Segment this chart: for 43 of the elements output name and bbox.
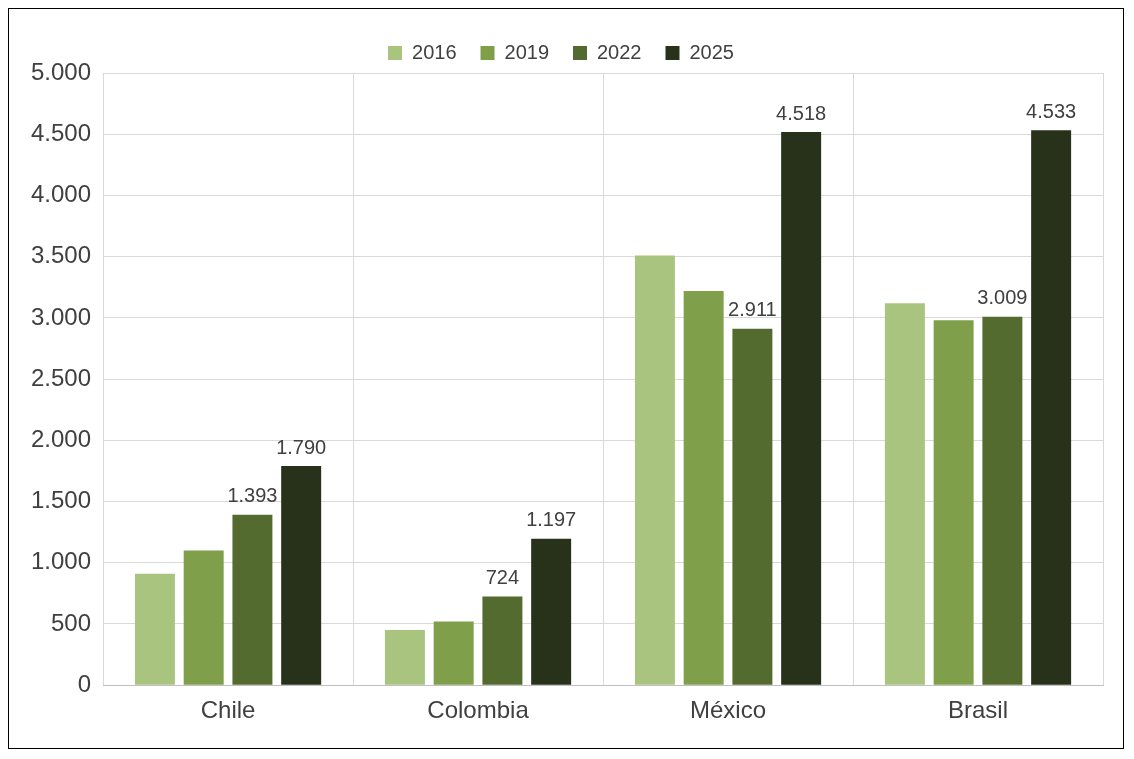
bar <box>384 630 425 685</box>
bar <box>531 538 572 685</box>
y-tick-label: 1.000 <box>31 547 92 575</box>
data-label: 724 <box>485 566 520 589</box>
y-tick-label: 500 <box>51 608 92 636</box>
y-tick-label: 3.000 <box>31 302 92 330</box>
legend-label: 2019 <box>504 40 550 63</box>
y-tick-label: 5.000 <box>31 57 92 85</box>
data-label: 4.518 <box>776 101 827 124</box>
bar <box>781 132 822 685</box>
bar <box>134 573 175 685</box>
bar <box>433 621 474 685</box>
bar <box>982 316 1023 685</box>
bar <box>1031 130 1072 685</box>
y-tick-label: 3.500 <box>31 241 92 269</box>
bar <box>482 596 523 685</box>
x-tick-label: México <box>690 696 767 724</box>
y-tick-label: 0 <box>77 669 92 697</box>
data-label: 2.911 <box>728 298 777 321</box>
data-label: 1.393 <box>227 484 278 507</box>
y-tick-label: 1.500 <box>31 486 92 514</box>
legend-label: 2016 <box>412 40 457 63</box>
bar <box>933 320 974 685</box>
bar <box>884 303 925 685</box>
x-tick-label: Chile <box>200 696 256 724</box>
bar <box>232 514 273 685</box>
x-tick-label: Colombia <box>427 696 530 724</box>
bar <box>634 255 675 685</box>
x-tick-label: Brasil <box>948 696 1009 724</box>
y-tick-label: 2.500 <box>31 363 92 391</box>
data-label: 3.009 <box>977 286 1028 309</box>
legend-label: 2025 <box>689 40 734 63</box>
legend-label: 2022 <box>597 40 642 63</box>
data-label: 1.790 <box>276 435 327 458</box>
data-label: 1.197 <box>526 508 577 531</box>
y-tick-label: 2.000 <box>31 424 92 452</box>
bar <box>281 466 322 685</box>
bar <box>732 328 773 685</box>
y-tick-label: 4.000 <box>31 180 92 208</box>
y-tick-label: 4.500 <box>31 118 92 146</box>
bar <box>683 290 724 685</box>
data-label: 4.533 <box>1026 99 1077 122</box>
bar <box>183 550 224 685</box>
